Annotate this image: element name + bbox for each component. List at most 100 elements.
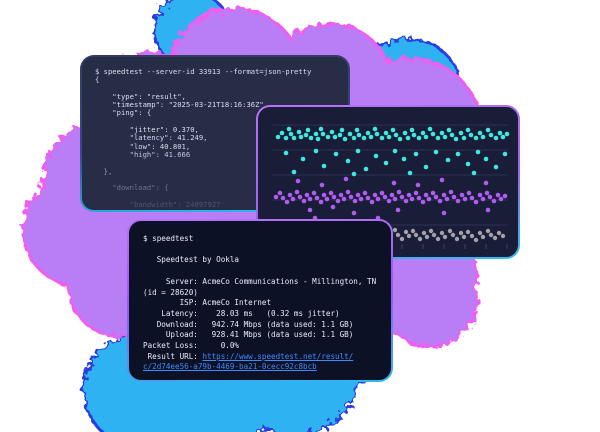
terminal-line: $ speedtest bbox=[143, 234, 194, 243]
data-point-band-purple bbox=[307, 196, 313, 202]
data-point-band-cyan bbox=[445, 157, 451, 163]
data-point-band-cyan bbox=[411, 132, 417, 138]
data-point-band-cyan bbox=[320, 131, 326, 137]
terminal-line: Packet Loss: 0.0% bbox=[143, 341, 240, 351]
data-point-band-purple bbox=[386, 198, 392, 204]
data-point-band-cyan bbox=[279, 130, 285, 136]
data-point-band-cyan bbox=[313, 131, 319, 137]
result-url-link[interactable]: c/2d74ee56-a79b-4469-ba21-0cecc92c8bcb bbox=[143, 362, 317, 372]
data-point-band-cyan bbox=[345, 158, 351, 164]
data-point-band-cyan bbox=[453, 136, 459, 142]
data-point-band-purple bbox=[409, 196, 415, 202]
data-point-band-cyan bbox=[405, 135, 411, 141]
data-point-band-purple bbox=[437, 198, 443, 204]
data-point-band-purple bbox=[277, 190, 283, 196]
data-point-band-cyan bbox=[430, 131, 436, 137]
data-point-band-purple bbox=[403, 198, 409, 204]
data-point-band-cyan bbox=[308, 135, 314, 141]
data-point-band-purple bbox=[301, 198, 307, 204]
data-point-band-purple bbox=[420, 199, 426, 205]
data-point-band-purple bbox=[466, 190, 472, 196]
data-point-band-purple bbox=[462, 196, 468, 202]
data-point-band-purple bbox=[294, 189, 300, 195]
terminal-line: "bytes": 239152592 bbox=[95, 208, 335, 210]
data-point-band-gray bbox=[424, 234, 430, 240]
data-point-band-purple bbox=[304, 192, 310, 198]
data-point-band-cyan bbox=[413, 151, 419, 157]
data-point-band-cyan bbox=[483, 156, 489, 162]
data-point-band-cyan bbox=[446, 127, 452, 133]
terminal-line: "low": 40.801, bbox=[95, 141, 191, 151]
data-point-band-purple bbox=[389, 192, 395, 198]
data-point-band-cyan bbox=[332, 134, 338, 140]
data-point-band-cyan bbox=[473, 135, 479, 141]
data-point-band-gray bbox=[403, 229, 409, 235]
data-point-band-cyan bbox=[351, 135, 357, 141]
terminal-speedtest-window: $ speedtest Speedtest by Ookla Server: A… bbox=[127, 219, 393, 382]
data-point-band-cyan bbox=[493, 164, 499, 170]
data-point-band-cyan bbox=[465, 161, 471, 167]
data-point-band-gray bbox=[477, 230, 483, 236]
data-point-band-purple bbox=[459, 192, 465, 198]
data-point-band-purple bbox=[439, 177, 445, 183]
terminal-line: Result URL: https://www.speedtest.net/re… bbox=[143, 351, 354, 361]
data-point-band-cyan bbox=[339, 127, 345, 133]
data-point-band-cyan bbox=[493, 135, 499, 141]
data-point-band-purple bbox=[395, 207, 401, 213]
data-point-band-cyan bbox=[455, 151, 461, 157]
terminal-line: "download": { bbox=[95, 183, 169, 193]
data-point-band-cyan bbox=[355, 148, 361, 154]
data-point-band-purple bbox=[413, 190, 419, 196]
data-point-band-purple bbox=[341, 196, 347, 202]
data-point-band-cyan bbox=[300, 156, 306, 162]
terminal-line: "timestamp": "2025-03-21T18:16:36Z", bbox=[95, 100, 269, 110]
data-point-band-purple bbox=[365, 195, 371, 201]
data-point-band-purple bbox=[441, 210, 447, 216]
data-point-band-purple bbox=[416, 195, 422, 201]
data-point-band-cyan bbox=[383, 160, 389, 166]
data-point-band-cyan bbox=[488, 132, 494, 138]
data-point-band-cyan bbox=[373, 153, 379, 159]
data-point-band-purple bbox=[355, 192, 361, 198]
data-point-band-gray bbox=[458, 230, 464, 236]
data-point-band-purple bbox=[495, 192, 501, 198]
data-point-band-cyan bbox=[291, 135, 297, 141]
data-point-band-cyan bbox=[337, 132, 343, 138]
data-point-band-purple bbox=[287, 192, 293, 198]
data-point-band-cyan bbox=[368, 134, 374, 140]
result-url-link[interactable]: https://www.speedtest.net/result/ bbox=[202, 351, 354, 361]
terminal-line: "latency": 41.249, bbox=[95, 133, 208, 143]
data-point-band-purple bbox=[358, 196, 364, 202]
data-point-band-gray bbox=[421, 230, 427, 236]
terminal-line: "bandwidth": 24097927 bbox=[95, 199, 221, 209]
data-point-band-gray bbox=[488, 232, 494, 238]
data-point-band-purple bbox=[379, 190, 385, 196]
data-point-band-cyan bbox=[305, 127, 311, 133]
data-point-band-cyan bbox=[449, 132, 455, 138]
terminal-line: $ speedtest --server-id 33913 --format=j… bbox=[95, 67, 312, 76]
terminal-line: Server: AcmeCo Communications - Millingt… bbox=[143, 276, 377, 286]
data-point-band-cyan bbox=[315, 136, 321, 142]
data-point-band-purple bbox=[338, 192, 344, 198]
data-point-band-cyan bbox=[383, 130, 389, 136]
data-point-band-gray bbox=[431, 232, 437, 238]
data-point-band-purple bbox=[498, 196, 504, 202]
data-point-band-purple bbox=[396, 189, 402, 195]
data-point-band-purple bbox=[451, 194, 457, 200]
data-point-band-cyan bbox=[342, 136, 348, 142]
data-point-band-purple bbox=[290, 196, 296, 202]
terminal-json-output: $ speedtest --server-id 33913 --format=j… bbox=[95, 67, 335, 210]
data-point-band-gray bbox=[410, 228, 416, 234]
data-point-band-purple bbox=[473, 199, 479, 205]
data-point-band-gray bbox=[480, 234, 486, 240]
terminal-line bbox=[143, 266, 377, 277]
terminal-line: (id = 28620) bbox=[143, 287, 198, 297]
data-point-band-cyan bbox=[471, 170, 477, 176]
data-point-band-purple bbox=[441, 192, 447, 198]
terminal-line: "jitter": 0.370, bbox=[95, 125, 199, 135]
data-point-band-purple bbox=[469, 195, 475, 201]
data-point-band-purple bbox=[391, 180, 397, 186]
data-point-band-gray bbox=[465, 229, 471, 235]
data-point-band-purple bbox=[324, 196, 330, 202]
data-point-band-cyan bbox=[423, 134, 429, 140]
